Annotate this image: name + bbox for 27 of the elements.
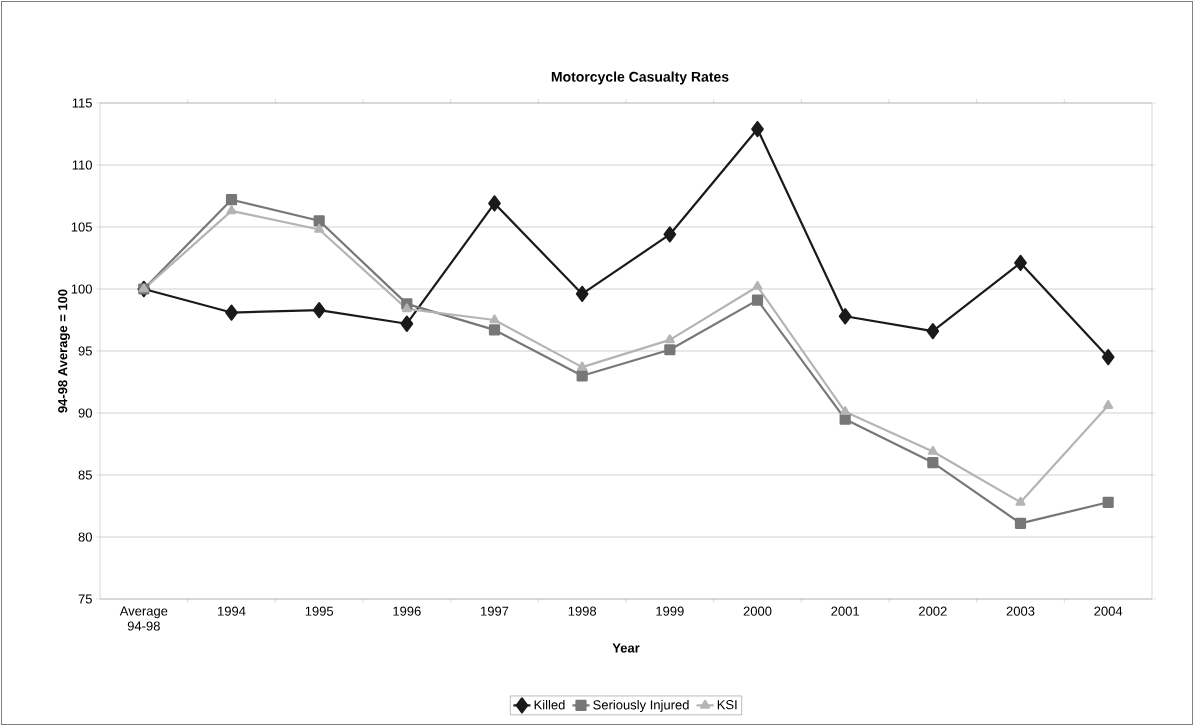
y-tick-label: 110 — [72, 160, 92, 170]
x-tick-label: 1994 — [218, 606, 246, 616]
legend-label: KSI — [717, 700, 737, 710]
x-tick-label: 2000 — [743, 606, 772, 616]
x-tick-label: 2002 — [919, 606, 947, 616]
y-axis-title: 94-98 Average = 100 — [58, 289, 70, 413]
y-tick-label: 90 — [78, 408, 92, 418]
y-tick-label: 85 — [78, 470, 92, 480]
x-tick-label: 1995 — [305, 606, 334, 616]
y-tick-label: 95 — [78, 346, 92, 356]
x-tick-label: 1998 — [568, 606, 597, 616]
y-tick-label: 105 — [71, 222, 92, 232]
legend-label: Killed — [534, 699, 565, 710]
x-tick-label: 2003 — [1006, 606, 1035, 616]
chart-title: Motorcycle Casualty Rates — [551, 71, 729, 85]
x-axis-title: Year — [612, 643, 640, 653]
x-tick-label: 2001 — [831, 606, 859, 616]
x-tick-label: 1997 — [481, 606, 509, 616]
y-tick-label: 80 — [78, 532, 92, 542]
x-tick-label: 1999 — [656, 606, 684, 616]
x-tick-label: 2004 — [1094, 606, 1123, 616]
y-tick-label: 100 — [71, 284, 92, 294]
y-tick-label: 75 — [78, 594, 92, 604]
x-tick-label: 1996 — [393, 606, 421, 616]
legend-label: Seriously Injured — [593, 699, 689, 713]
y-tick-label: 115 — [72, 98, 92, 108]
x-tick-label: Average 94-98 — [119, 606, 168, 631]
